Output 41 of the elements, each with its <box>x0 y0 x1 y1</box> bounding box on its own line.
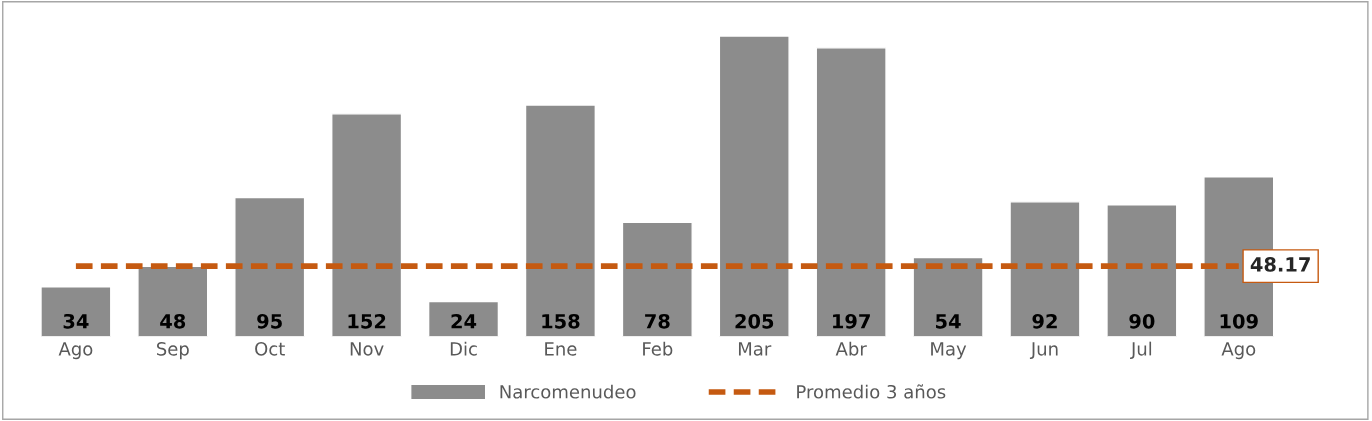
bar <box>621 221 693 337</box>
bar <box>718 35 790 337</box>
bar <box>427 300 500 337</box>
bar <box>524 104 597 337</box>
data-label: 197 <box>833 313 870 329</box>
x-tick-label: Nov <box>350 342 384 356</box>
data-label: 109 <box>1220 313 1258 329</box>
x-tick-label: Feb <box>643 341 673 356</box>
data-label: 24 <box>451 313 477 329</box>
legend-label: Promedio 3 años <box>797 384 946 399</box>
bar <box>137 265 209 337</box>
data-label: 48.17 <box>1250 257 1310 272</box>
legend-label: Narcomenudeo <box>500 384 636 399</box>
x-tick-label: Oct <box>255 341 285 356</box>
x-tick-label: Sep <box>156 341 189 360</box>
x-tick-label: Jul <box>1130 341 1152 359</box>
bar <box>912 256 984 337</box>
data-label: 78 <box>645 313 670 329</box>
x-tick-label: Dic <box>450 341 477 356</box>
data-label: 95 <box>257 313 282 329</box>
x-tick-label: Jun <box>1029 342 1058 359</box>
x-tick-label: Abr <box>835 341 867 356</box>
data-label: 92 <box>1032 313 1057 329</box>
bar <box>331 113 403 337</box>
data-label: 90 <box>1129 313 1155 329</box>
x-tick-label: Mar <box>738 342 772 356</box>
data-label: 205 <box>735 313 774 329</box>
data-label: 158 <box>542 313 580 329</box>
x-tick-label: May <box>931 342 967 360</box>
bar <box>40 286 112 337</box>
bar <box>815 47 887 337</box>
bar <box>1009 201 1081 337</box>
x-tick-label: Ago <box>58 342 93 360</box>
x-tick-label: Ago <box>1221 342 1256 360</box>
data-label: 54 <box>936 314 961 329</box>
bar <box>1106 204 1178 337</box>
data-label: 152 <box>348 313 386 329</box>
bar <box>234 196 306 337</box>
x-tick-label: Ene <box>545 342 577 356</box>
data-label: 34 <box>63 313 89 329</box>
data-label: 48 <box>160 313 186 329</box>
